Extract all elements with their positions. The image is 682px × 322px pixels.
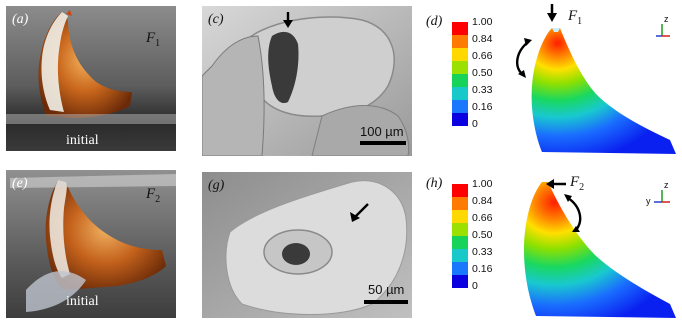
force-symbol: F <box>146 186 156 202</box>
legend-swatch <box>452 236 468 249</box>
panel-label-e: (e) <box>12 176 28 191</box>
fem-panel-d: (d) 1.00 0.84 0.66 0.50 0.33 0.16 0 <box>420 2 678 158</box>
scale-bar-c <box>360 141 406 145</box>
legend-swatch <box>452 61 468 74</box>
legend-swatch <box>452 184 468 197</box>
force-symbol: F <box>146 30 156 46</box>
legend-swatch <box>452 87 468 100</box>
panel-label-h: (h) <box>426 176 443 191</box>
legend-value: 0 <box>472 280 478 292</box>
axis-label-z-h: z <box>664 180 669 190</box>
sem-panel-g: (g) 50 µm <box>202 172 412 318</box>
legend-value: 0.50 <box>472 229 493 241</box>
legend-swatch <box>452 100 468 113</box>
force-subscript: 1 <box>577 16 583 27</box>
legend-value: 0.33 <box>472 246 493 258</box>
force-subscript: 1 <box>155 38 161 49</box>
legend-swatch <box>452 223 468 236</box>
fem-stress-map-d <box>516 4 676 154</box>
legend-value: 1.00 <box>472 16 493 28</box>
legend-value: 0.84 <box>472 33 493 45</box>
legend-swatch <box>452 210 468 223</box>
axis-label-z-d: z <box>664 14 669 24</box>
scale-bar-label-g: 50 µm <box>368 282 405 297</box>
spike-photo-e <box>6 170 176 318</box>
sem-panel-c: (c) 100 µm <box>202 6 412 156</box>
legend-swatch <box>452 249 468 262</box>
force-symbol: F <box>568 8 578 24</box>
force-subscript: 2 <box>579 182 585 193</box>
legend-value: 0.50 <box>472 67 493 79</box>
legend-swatch <box>452 113 468 126</box>
legend-value: 0 <box>472 118 478 130</box>
spike-photo-a <box>6 6 176 151</box>
sem-image-c <box>202 6 412 156</box>
legend-swatch <box>452 35 468 48</box>
panel-label-d: (d) <box>426 14 443 29</box>
force-symbol: F <box>570 174 580 190</box>
initial-caption-e: initial <box>66 294 99 309</box>
legend-value: 0.16 <box>472 263 493 275</box>
legend-value: 0.66 <box>472 212 493 224</box>
force-label-d: F1 <box>568 8 582 27</box>
legend-swatch <box>452 22 468 35</box>
panel-label-g: (g) <box>208 178 225 193</box>
initial-caption-a: initial <box>66 133 99 148</box>
scale-bar-label-c: 100 µm <box>360 124 404 139</box>
fem-stress-map-h <box>524 179 676 318</box>
legend-value: 0.16 <box>472 101 493 113</box>
color-legend-d <box>452 22 468 126</box>
legend-value: 0.66 <box>472 50 493 62</box>
legend-swatch <box>452 48 468 61</box>
photo-panel-e: (e) F2 initial <box>6 170 176 318</box>
legend-swatch <box>452 275 468 288</box>
force-label-h: F2 <box>570 174 584 193</box>
panel-label-c: (c) <box>208 12 224 27</box>
force-label-a: F1 <box>146 30 160 49</box>
scale-bar-g <box>364 300 408 304</box>
legend-value: 0.33 <box>472 84 493 96</box>
legend-swatch <box>452 197 468 210</box>
force-label-e: F2 <box>146 186 160 205</box>
legend-swatch <box>452 74 468 87</box>
force-subscript: 2 <box>155 194 161 205</box>
panel-label-a: (a) <box>12 12 29 27</box>
fem-panel-h: (h) 1.00 0.84 0.66 0.50 0.33 0.16 0 <box>420 168 678 320</box>
sem-image-g <box>202 172 412 318</box>
legend-swatch <box>452 262 468 275</box>
color-legend-h <box>452 184 468 288</box>
photo-panel-a: (a) F1 initial <box>6 6 176 151</box>
axis-label-y-h: y <box>646 196 651 206</box>
legend-value: 0.84 <box>472 195 493 207</box>
legend-value: 1.00 <box>472 178 493 190</box>
